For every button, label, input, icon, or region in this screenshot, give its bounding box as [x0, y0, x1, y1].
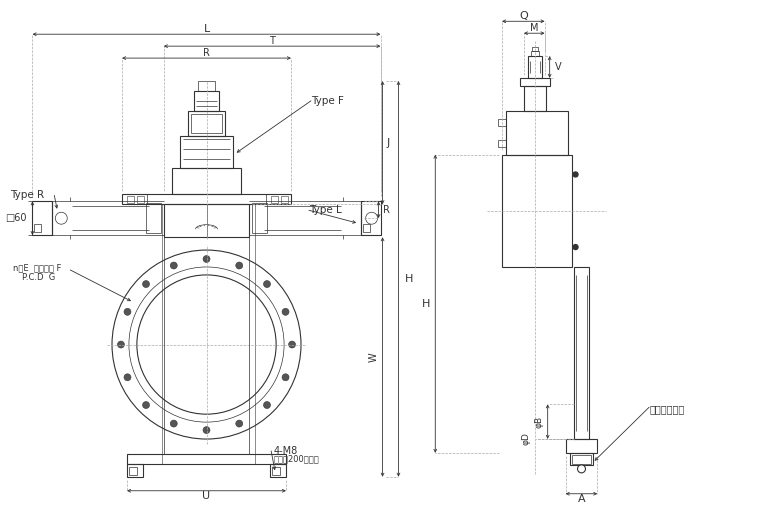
- Text: L: L: [204, 24, 210, 34]
- Bar: [502, 154, 571, 267]
- Bar: [498, 140, 506, 147]
- Bar: [531, 47, 538, 51]
- Bar: [524, 86, 546, 111]
- Circle shape: [289, 341, 296, 348]
- Bar: [361, 201, 381, 235]
- Text: Type F: Type F: [311, 96, 344, 106]
- Bar: [498, 119, 506, 126]
- Circle shape: [203, 426, 210, 434]
- Bar: [528, 56, 541, 78]
- Text: φD: φD: [521, 433, 531, 446]
- Circle shape: [263, 401, 270, 409]
- Bar: [146, 203, 161, 233]
- Circle shape: [143, 281, 150, 288]
- Circle shape: [124, 308, 131, 315]
- Bar: [197, 81, 216, 91]
- Bar: [172, 168, 241, 194]
- Text: Type L: Type L: [309, 205, 342, 215]
- Bar: [180, 136, 233, 168]
- Bar: [127, 454, 286, 464]
- Bar: [127, 464, 143, 477]
- Text: U: U: [203, 491, 210, 501]
- Bar: [571, 455, 591, 464]
- Text: φB: φB: [535, 415, 544, 427]
- Bar: [32, 201, 52, 235]
- Bar: [270, 464, 286, 477]
- Text: T: T: [270, 36, 275, 46]
- Circle shape: [143, 401, 150, 409]
- Bar: [531, 51, 538, 56]
- Circle shape: [236, 420, 243, 427]
- Circle shape: [282, 374, 289, 381]
- Circle shape: [203, 255, 210, 263]
- Text: V: V: [554, 62, 561, 72]
- Bar: [137, 197, 144, 203]
- Text: n－E  ネジ深さ F: n－E ネジ深さ F: [12, 264, 61, 272]
- Bar: [362, 224, 369, 232]
- Text: シールサイド: シールサイド: [649, 404, 684, 414]
- Circle shape: [282, 308, 289, 315]
- Circle shape: [118, 341, 124, 348]
- Circle shape: [263, 281, 270, 288]
- Circle shape: [573, 244, 578, 250]
- Text: R: R: [382, 205, 389, 215]
- Text: H: H: [405, 274, 413, 284]
- Text: M: M: [530, 23, 538, 33]
- Bar: [520, 78, 550, 86]
- Bar: [281, 197, 288, 203]
- Bar: [129, 467, 137, 475]
- Text: P.C.D  G: P.C.D G: [22, 274, 56, 282]
- Text: H: H: [422, 299, 430, 309]
- Bar: [194, 91, 220, 111]
- Bar: [187, 111, 225, 136]
- Bar: [35, 224, 41, 232]
- Circle shape: [573, 172, 578, 177]
- Text: A: A: [578, 493, 585, 504]
- Text: （口径200以上）: （口径200以上）: [273, 454, 319, 463]
- Circle shape: [124, 374, 131, 381]
- Bar: [271, 197, 278, 203]
- Bar: [252, 203, 267, 233]
- Bar: [190, 114, 223, 133]
- Circle shape: [170, 420, 177, 427]
- Text: 4-M8: 4-M8: [273, 446, 297, 456]
- Text: W: W: [369, 352, 379, 362]
- Text: Q: Q: [519, 11, 528, 21]
- Bar: [127, 197, 134, 203]
- Circle shape: [236, 262, 243, 269]
- Bar: [272, 467, 280, 475]
- Bar: [565, 439, 598, 453]
- Bar: [506, 111, 568, 154]
- Text: □60: □60: [5, 213, 26, 223]
- Circle shape: [170, 262, 177, 269]
- Bar: [164, 204, 250, 237]
- Circle shape: [578, 465, 585, 473]
- Bar: [570, 453, 594, 465]
- Bar: [574, 267, 590, 439]
- Text: J: J: [386, 138, 390, 148]
- Text: Type R: Type R: [11, 190, 45, 200]
- Bar: [122, 194, 291, 204]
- Bar: [162, 204, 255, 464]
- Text: R: R: [203, 48, 210, 58]
